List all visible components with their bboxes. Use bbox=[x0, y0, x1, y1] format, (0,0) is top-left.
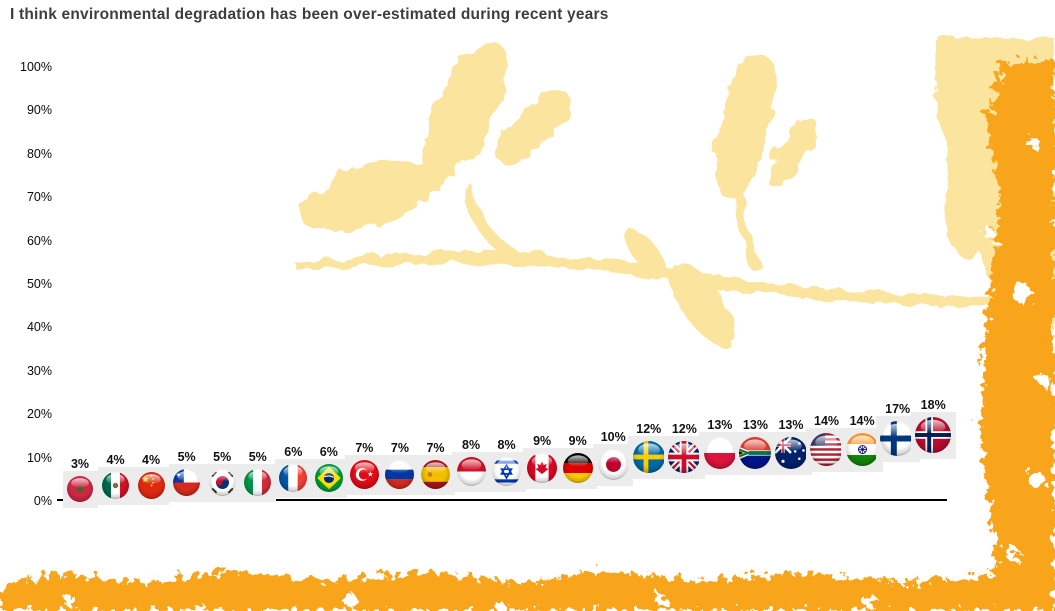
usa-flag-icon bbox=[810, 433, 844, 467]
brazil-flag-icon bbox=[314, 464, 343, 493]
japan-flag-icon bbox=[597, 448, 629, 480]
y-tick-label: 0% bbox=[33, 494, 52, 508]
norway-flag-icon bbox=[915, 417, 952, 454]
value-label: 3% bbox=[70, 457, 90, 472]
value-label: 14% bbox=[849, 414, 875, 429]
value-label: 7% bbox=[426, 441, 445, 456]
israel-flag-icon bbox=[492, 456, 522, 486]
y-tick-label: 90% bbox=[26, 103, 52, 118]
value-label: 12% bbox=[636, 421, 662, 436]
value-label: 5% bbox=[248, 449, 267, 464]
value-label: 4% bbox=[106, 453, 125, 468]
chile-flag-icon bbox=[173, 468, 201, 496]
value-label: 5% bbox=[213, 449, 232, 464]
italy-flag-icon bbox=[244, 468, 272, 496]
value-label: 10% bbox=[600, 429, 626, 444]
value-label: 14% bbox=[814, 414, 840, 429]
value-label: 6% bbox=[319, 445, 338, 460]
germany-flag-icon bbox=[562, 452, 593, 483]
value-label: 5% bbox=[177, 449, 196, 464]
finland-flag-icon bbox=[880, 421, 916, 457]
france-flag-icon bbox=[279, 464, 308, 493]
china-flag-icon bbox=[137, 472, 165, 500]
canada-flag-icon bbox=[527, 452, 558, 483]
y-tick-label: 30% bbox=[26, 363, 52, 378]
value-label: 13% bbox=[707, 418, 733, 433]
value-label: 9% bbox=[568, 433, 587, 448]
y-tick-label: 80% bbox=[26, 146, 52, 161]
value-label: 8% bbox=[497, 437, 516, 452]
y-tick-label: 70% bbox=[26, 190, 52, 205]
poland-flag-icon bbox=[703, 437, 736, 470]
value-label: 4% bbox=[142, 453, 161, 468]
russia-flag-icon bbox=[385, 460, 415, 490]
value-label: 9% bbox=[533, 433, 552, 448]
value-label: 12% bbox=[671, 421, 697, 436]
y-tick-label: 10% bbox=[26, 450, 52, 465]
y-tick-label: 20% bbox=[26, 407, 52, 422]
value-label: 7% bbox=[355, 441, 374, 456]
chart-title: I think environmental degradation has be… bbox=[10, 6, 609, 23]
great-britain-flag-icon bbox=[668, 440, 701, 473]
morocco-flag-icon bbox=[67, 476, 93, 503]
indonesia-flag-icon bbox=[456, 456, 486, 486]
value-label: 18% bbox=[920, 398, 946, 413]
value-label: 6% bbox=[284, 445, 303, 460]
south-korea-flag-icon bbox=[208, 468, 236, 496]
india-flag-icon bbox=[845, 433, 879, 467]
value-label: 13% bbox=[742, 418, 768, 433]
south-africa-flag-icon bbox=[739, 437, 772, 470]
value-label: 13% bbox=[778, 418, 804, 433]
y-tick-label: 50% bbox=[26, 277, 52, 291]
y-tick-label: 100% bbox=[20, 60, 52, 74]
spain-flag-icon bbox=[421, 460, 450, 490]
x-axis-line bbox=[57, 499, 947, 501]
australia-flag-icon bbox=[775, 437, 807, 470]
value-label: 8% bbox=[462, 437, 481, 452]
sweden-flag-icon bbox=[632, 440, 665, 473]
value-label: 17% bbox=[885, 402, 911, 417]
value-label: 7% bbox=[390, 441, 409, 456]
turkey-flag-icon bbox=[349, 460, 379, 490]
y-tick-label: 40% bbox=[26, 320, 52, 335]
y-tick-label: 60% bbox=[26, 233, 52, 248]
mexico-flag-icon bbox=[102, 472, 130, 500]
